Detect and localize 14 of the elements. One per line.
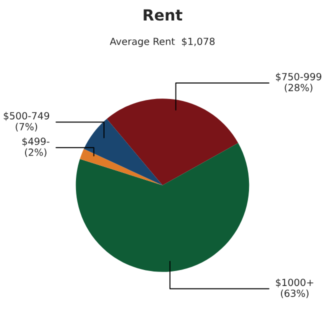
data-label: (28%)	[284, 84, 312, 92]
pie-slice	[80, 148, 162, 186]
pie-slice	[76, 142, 250, 272]
pie-slice	[106, 98, 238, 186]
chart-subtitle: Average Rent $1,078	[110, 38, 215, 47]
pie-slice	[84, 118, 162, 186]
data-label: (7%)	[16, 122, 38, 132]
data-label: (2%)	[25, 148, 46, 158]
slice-label: $500-749	[4, 112, 50, 121]
slice-label: $1000+	[276, 278, 314, 288]
data-label: (63%)	[280, 289, 308, 298]
chart-title: Rent	[144, 9, 182, 21]
slice-label: $750-999	[276, 72, 322, 82]
slice-label: $499-	[22, 137, 50, 146]
